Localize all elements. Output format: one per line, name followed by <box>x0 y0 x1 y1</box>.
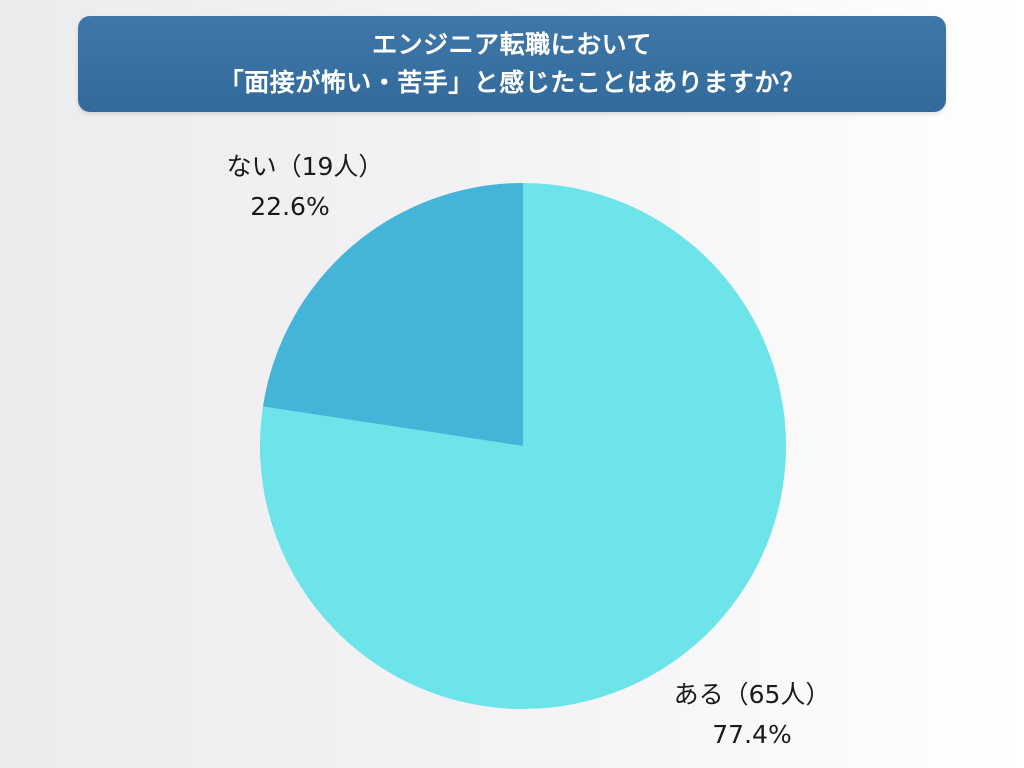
pie-slice-aru <box>260 183 787 710</box>
slice-label-nai-percent: 22.6% <box>250 192 329 221</box>
chart-title-line-2: 「面接が怖い・苦手」と感じたことはありますか？ <box>218 68 806 97</box>
slice-label-nai-name: ない（19人） <box>227 152 384 181</box>
pie-slices <box>260 183 787 710</box>
pie-slice-nai <box>262 183 523 446</box>
slice-label-aru-name: ある（65人） <box>674 680 831 709</box>
slice-label-aru-percent: 77.4% <box>712 720 791 749</box>
chart-title-line-1: エンジニア転職において <box>372 30 652 59</box>
chart-title-banner: エンジニア転職において 「面接が怖い・苦手」と感じたことはありますか？ <box>78 16 946 112</box>
